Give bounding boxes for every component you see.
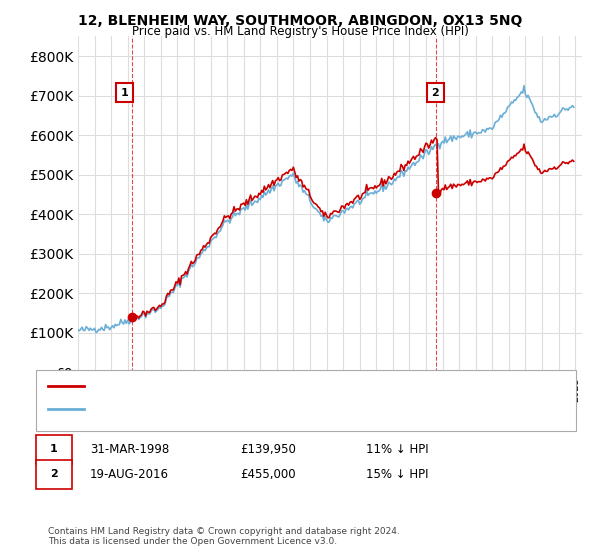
Text: Price paid vs. HM Land Registry's House Price Index (HPI): Price paid vs. HM Land Registry's House … — [131, 25, 469, 38]
Text: 19-AUG-2016: 19-AUG-2016 — [90, 468, 169, 481]
Text: £139,950: £139,950 — [240, 442, 296, 456]
Text: 1: 1 — [50, 444, 58, 454]
Text: HPI: Average price, detached house, Vale of White Horse: HPI: Average price, detached house, Vale… — [90, 404, 386, 414]
Text: 15% ↓ HPI: 15% ↓ HPI — [366, 468, 428, 481]
Text: 31-MAR-1998: 31-MAR-1998 — [90, 442, 169, 456]
Text: Contains HM Land Registry data © Crown copyright and database right 2024.
This d: Contains HM Land Registry data © Crown c… — [48, 526, 400, 546]
Text: 2: 2 — [50, 469, 58, 479]
Text: 11% ↓ HPI: 11% ↓ HPI — [366, 442, 428, 456]
Text: 1: 1 — [121, 88, 128, 97]
Text: 12, BLENHEIM WAY, SOUTHMOOR, ABINGDON, OX13 5NQ (detached house): 12, BLENHEIM WAY, SOUTHMOOR, ABINGDON, O… — [90, 381, 483, 391]
Text: £455,000: £455,000 — [240, 468, 296, 481]
Text: 2: 2 — [431, 88, 439, 97]
Text: 12, BLENHEIM WAY, SOUTHMOOR, ABINGDON, OX13 5NQ: 12, BLENHEIM WAY, SOUTHMOOR, ABINGDON, O… — [78, 14, 522, 28]
